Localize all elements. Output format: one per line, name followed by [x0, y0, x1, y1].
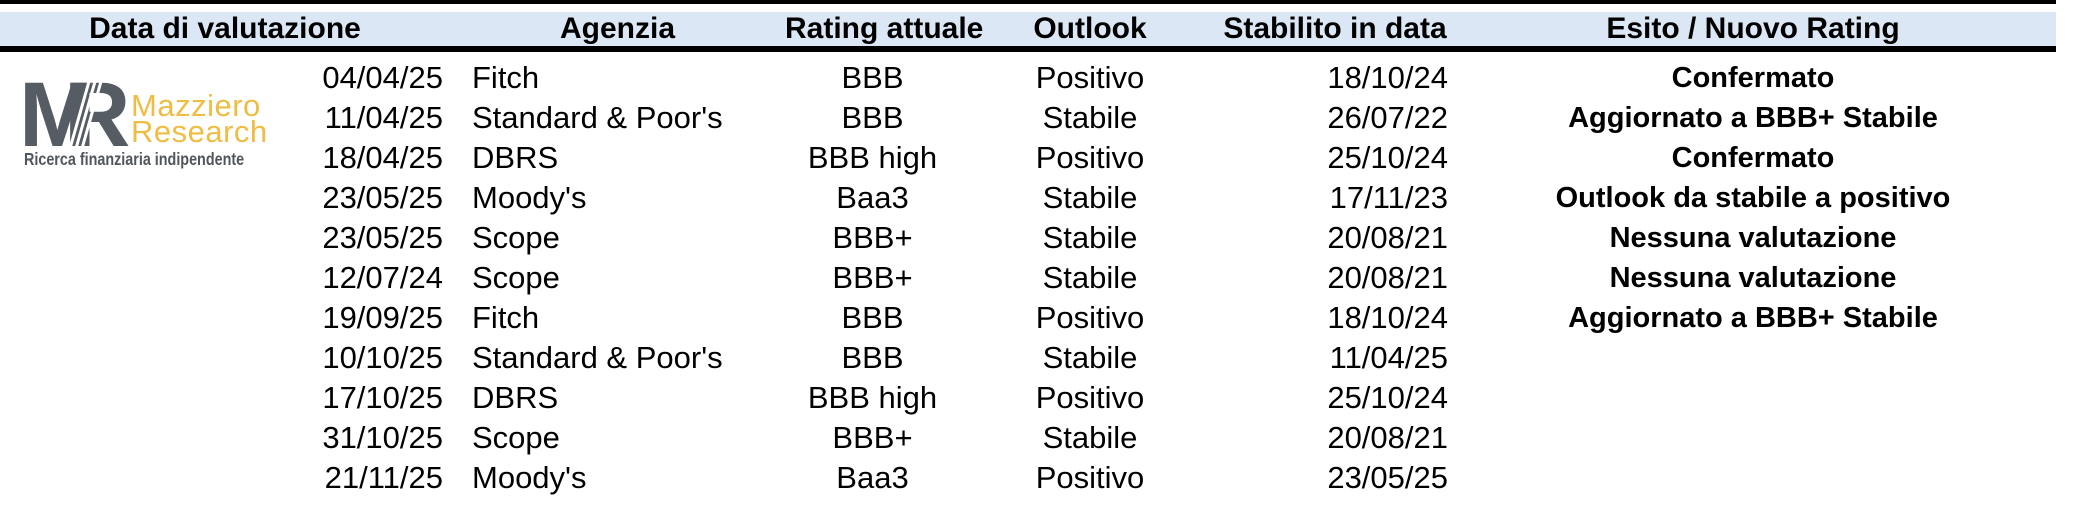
- cell-current-rating: Baa3: [836, 180, 909, 215]
- cell-outcome: Aggiornato a BBB+ Stabile: [1568, 101, 1938, 134]
- cell-agency: Moody's: [472, 460, 587, 495]
- cell-agency: Fitch: [472, 60, 540, 95]
- column-header-stabilito-in-data: Stabilito in data: [1223, 12, 1447, 45]
- cell-current-rating: Baa3: [836, 460, 909, 495]
- table-row: 23/05/25 Scope BBB+ Stabile 20/08/21 Nes…: [0, 218, 2056, 258]
- column-header-agenzia: Agenzia: [559, 12, 676, 45]
- table-row: 18/04/25 DBRS BBB high Positivo 25/10/24…: [0, 138, 2056, 178]
- cell-outlook: Stabile: [1042, 420, 1138, 455]
- logo-tagline: Ricerca finanziaria indipendente: [24, 149, 245, 169]
- table-row: 10/10/25 Standard & Poor's BBB Stabile 1…: [0, 338, 2056, 378]
- cell-valuation-date: 11/04/25: [324, 100, 443, 135]
- cell-valuation-date: 10/10/25: [322, 340, 443, 375]
- cell-agency: Scope: [472, 260, 560, 295]
- cell-valuation-date: 19/09/25: [322, 300, 443, 335]
- column-header-data-di-valutazione: Data di valutazione: [89, 12, 361, 45]
- cell-valuation-date: 17/10/25: [322, 380, 443, 415]
- cell-set-on-date: 25/10/24: [1327, 140, 1448, 175]
- cell-outlook: Stabile: [1042, 220, 1138, 255]
- table-body: 04/04/25 Fitch BBB Positivo 18/10/24 Con…: [0, 58, 2056, 498]
- cell-set-on-date: 18/10/24: [1327, 60, 1448, 95]
- cell-current-rating: BBB high: [807, 140, 938, 175]
- cell-valuation-date: 31/10/25: [322, 420, 443, 455]
- cell-valuation-date: 04/04/25: [322, 60, 443, 95]
- logo-name-bottom: Research: [131, 114, 268, 149]
- table-row: 19/09/25 Fitch BBB Positivo 18/10/24 Agg…: [0, 298, 2056, 338]
- cell-agency: Scope: [472, 220, 560, 255]
- cell-current-rating: BBB high: [807, 380, 938, 415]
- cell-agency: DBRS: [472, 380, 559, 415]
- cell-valuation-date: 12/07/24: [322, 260, 443, 295]
- table-row: 21/11/25 Moody's Baa3 Positivo 23/05/25: [0, 458, 2056, 498]
- cell-outlook: Stabile: [1042, 340, 1138, 375]
- cell-outcome: Outlook da stabile a positivo: [1555, 181, 1951, 214]
- cell-outlook: Positivo: [1035, 460, 1145, 495]
- cell-outlook: Positivo: [1035, 300, 1145, 335]
- cell-outlook: Positivo: [1035, 140, 1145, 175]
- cell-set-on-date: 18/10/24: [1327, 300, 1448, 335]
- cell-current-rating: BBB: [841, 300, 904, 335]
- logo-name-top: Mazziero: [131, 88, 261, 123]
- table-row: 31/10/25 Scope BBB+ Stabile 20/08/21: [0, 418, 2056, 458]
- mr-monogram-icon: M R: [19, 64, 130, 166]
- cell-agency: Fitch: [472, 300, 540, 335]
- cell-current-rating: BBB+: [832, 420, 913, 455]
- cell-set-on-date: 23/05/25: [1327, 460, 1448, 495]
- cell-agency: Standard & Poor's: [472, 340, 723, 375]
- top-rule: [0, 0, 2056, 4]
- brand-logo: M R Mazziero Research Ricerca finanziari…: [0, 60, 290, 185]
- table-row: 23/05/25 Moody's Baa3 Stabile 17/11/23 O…: [0, 178, 2056, 218]
- cell-set-on-date: 26/07/22: [1327, 100, 1448, 135]
- cell-current-rating: BBB: [841, 60, 904, 95]
- cell-outcome: Nessuna valutazione: [1609, 261, 1897, 294]
- cell-outlook: Positivo: [1035, 380, 1145, 415]
- cell-current-rating: BBB: [841, 100, 904, 135]
- cell-valuation-date: 18/04/25: [322, 140, 443, 175]
- table-row: 17/10/25 DBRS BBB high Positivo 25/10/24: [0, 378, 2056, 418]
- column-header-outlook: Outlook: [1033, 12, 1147, 45]
- cell-set-on-date: 11/04/25: [1329, 340, 1448, 375]
- table-header-row: Data di valutazione Agenzia Rating attua…: [0, 12, 2056, 52]
- cell-set-on-date: 17/11/23: [1329, 180, 1448, 215]
- cell-valuation-date: 23/05/25: [322, 180, 443, 215]
- table-row: 11/04/25 Standard & Poor's BBB Stabile 2…: [0, 98, 2056, 138]
- cell-current-rating: BBB+: [832, 260, 913, 295]
- logo-wordmark: Mazziero Research: [131, 88, 268, 149]
- cell-agency: Standard & Poor's: [472, 100, 723, 135]
- cell-set-on-date: 20/08/21: [1327, 260, 1448, 295]
- column-header-rating-attuale: Rating attuale: [785, 12, 984, 45]
- cell-current-rating: BBB+: [832, 220, 913, 255]
- cell-valuation-date: 21/11/25: [324, 460, 443, 495]
- cell-outlook: Positivo: [1035, 60, 1145, 95]
- cell-outcome: Aggiornato a BBB+ Stabile: [1568, 301, 1938, 334]
- cell-outcome: Confermato: [1671, 61, 1835, 94]
- cell-set-on-date: 25/10/24: [1327, 380, 1448, 415]
- cell-outlook: Stabile: [1042, 100, 1138, 135]
- cell-agency: Scope: [472, 420, 560, 455]
- cell-outcome: Confermato: [1671, 141, 1835, 174]
- cell-agency: Moody's: [472, 180, 587, 215]
- cell-outcome: Nessuna valutazione: [1609, 221, 1897, 254]
- cell-valuation-date: 23/05/25: [322, 220, 443, 255]
- table-row: 04/04/25 Fitch BBB Positivo 18/10/24 Con…: [0, 58, 2056, 98]
- cell-set-on-date: 20/08/21: [1327, 420, 1448, 455]
- cell-outlook: Stabile: [1042, 260, 1138, 295]
- cell-agency: DBRS: [472, 140, 559, 175]
- cell-current-rating: BBB: [841, 340, 904, 375]
- cell-set-on-date: 20/08/21: [1327, 220, 1448, 255]
- cell-outlook: Stabile: [1042, 180, 1138, 215]
- column-header-esito-nuovo-rating: Esito / Nuovo Rating: [1606, 12, 1900, 45]
- table-row: 12/07/24 Scope BBB+ Stabile 20/08/21 Nes…: [0, 258, 2056, 298]
